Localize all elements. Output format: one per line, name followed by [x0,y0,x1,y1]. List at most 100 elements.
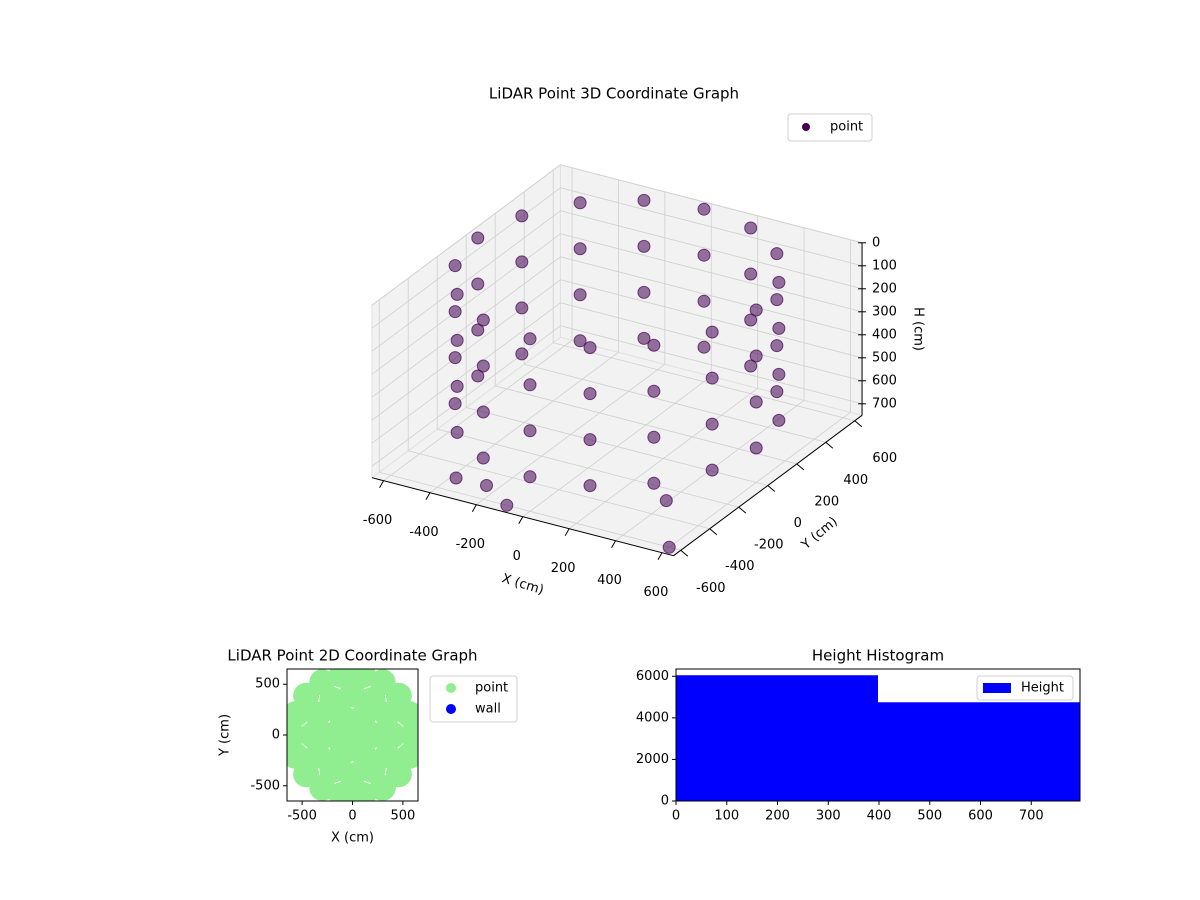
point [374,742,401,769]
grid-line [553,342,855,422]
x-tick-label: 400 [867,809,892,824]
chart-title: Height Histogram [812,647,944,665]
x-tick-label: 200 [765,809,790,824]
x-tick-label: 600 [968,809,993,824]
x-tick [611,540,616,548]
grid-line [371,187,561,329]
z-tick-label: 300 [872,304,897,319]
legend-label: point [830,120,863,135]
x-tick-label: -400 [409,525,439,540]
point [471,323,485,337]
point [476,451,490,465]
point [647,338,661,352]
y-tick-label: -200 [754,538,784,553]
y-tick-label: 200 [814,494,839,509]
point [339,762,366,789]
point [299,722,326,748]
y-tick-label: 600 [872,451,897,466]
grid-line [379,471,681,551]
x-tick [471,504,477,512]
point [637,239,651,253]
point [523,332,537,346]
grid-line [560,256,863,336]
y-tick [738,506,747,514]
point [772,275,786,289]
y-tick [825,441,834,449]
point [749,441,763,455]
legend-box [976,675,1074,701]
point [573,242,587,256]
point [770,385,784,399]
x-tick [518,516,524,524]
point [583,341,597,355]
bar [676,675,878,801]
x-tick-label: 400 [597,573,622,588]
point [697,340,711,354]
point [480,479,493,492]
point [515,301,529,315]
point [637,285,651,299]
point [349,669,376,688]
point [471,277,485,291]
grid-line [560,210,863,290]
point [448,397,462,411]
point [744,313,758,327]
x-tick [564,528,570,536]
x-tick [425,492,431,500]
point [471,369,485,383]
point [697,248,711,262]
y-axis-label: Y (cm) [218,714,233,757]
point [450,425,464,439]
z-tick-label: 400 [872,327,897,342]
point [637,331,651,345]
point [515,255,529,269]
x-axis-label: X (cm) [331,831,374,846]
y-tick-label: 0 [661,794,669,809]
point [705,325,719,339]
chart-title: LiDAR Point 2D Coordinate Graph [227,647,477,665]
points [287,669,418,801]
point [705,463,719,477]
point [583,433,597,447]
z-tick-label: 600 [872,373,897,388]
point [583,479,597,493]
x-tick-label: 0 [513,549,521,564]
point [329,782,356,801]
x-tick-label: 300 [816,809,841,824]
point [449,471,463,485]
y-tick [709,528,718,536]
y-tick-label: 0 [794,516,802,531]
point [523,378,537,392]
x-tick-label: 700 [1019,809,1044,824]
point [399,722,418,748]
point [647,476,661,490]
y-tick-label: -600 [696,581,726,596]
point [705,371,719,385]
grid-line [371,256,561,398]
point [309,774,336,801]
point [662,540,676,554]
grid-line [524,363,826,443]
point [583,387,597,401]
x-tick [657,552,663,560]
point [749,395,763,409]
point [770,339,784,353]
point [697,294,711,308]
legend-label: point [475,681,508,696]
point [450,379,464,393]
y-tick-label: -500 [250,778,280,793]
grid-line [371,325,561,467]
point [647,384,661,398]
point [304,701,331,728]
grid-line [408,450,710,530]
y-tick-label: 500 [255,677,280,692]
x-tick-label: 600 [644,585,669,600]
point [523,424,537,438]
z-tick-label: 0 [872,235,880,250]
grid-line [371,279,561,421]
point [770,247,784,261]
point [772,413,786,427]
grid-line [371,302,561,444]
